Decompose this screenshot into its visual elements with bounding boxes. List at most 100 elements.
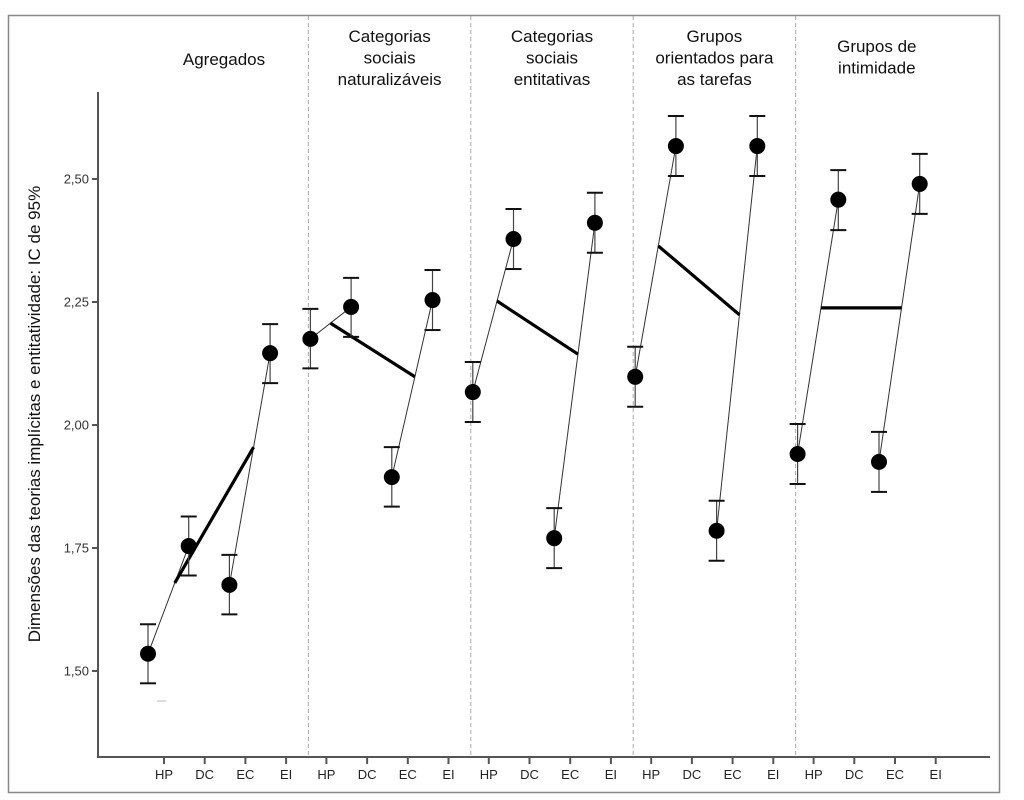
chart-frame	[7, 14, 1001, 794]
data-point-hp	[302, 307, 319, 370]
x-tick-label-ei: EI	[605, 767, 617, 782]
mean-marker	[302, 330, 319, 347]
panel-title: Agregados	[183, 50, 265, 69]
panel-title-line: sociais	[526, 49, 578, 68]
y-tick-label: 2,25	[64, 295, 89, 310]
x-axis: HP DC EC EI HP DC EC EI HP DC EC EI HP DC EC EI HP DC EC EI	[97, 756, 990, 782]
x-tick-label-ec: EC	[886, 767, 904, 782]
mean-marker	[789, 446, 806, 463]
data-point-dc	[830, 169, 847, 232]
x-tick-label-ei: EI	[930, 767, 942, 782]
x-tick-label-ei: EI	[442, 767, 454, 782]
mean-marker	[546, 530, 563, 547]
panel-title-line: Grupos	[687, 27, 743, 46]
panel-title-line: intimidade	[838, 59, 916, 78]
x-tick-label-ec: EC	[399, 767, 417, 782]
data-point-dc	[505, 208, 522, 271]
y-tick-label: 1,75	[64, 541, 89, 556]
x-tick-label-dc: DC	[520, 767, 539, 782]
panel-title: Categorias sociais entitativas	[511, 27, 593, 89]
data-point-hp	[140, 623, 156, 685]
connector-line-hp-dc	[472, 238, 514, 393]
panel-title-line: entitativas	[514, 70, 591, 89]
x-tick-label-hp: HP	[642, 767, 660, 782]
data-point-ec	[221, 553, 238, 616]
mean-marker	[262, 345, 279, 362]
panel-title: Categorias sociais naturalizáveis	[338, 27, 442, 89]
data-point-ei	[586, 191, 603, 254]
data-point-ei	[911, 152, 928, 215]
connector-line-hp-dc	[634, 145, 677, 377]
x-tick-label-ei: EI	[767, 767, 779, 782]
y-tick-label: 2,00	[64, 418, 89, 433]
mean-marker	[383, 469, 400, 486]
x-tick-label-hp: HP	[155, 767, 173, 782]
x-tick-label-ec: EC	[724, 767, 742, 782]
interaction-line	[496, 299, 579, 356]
mean-marker	[140, 645, 156, 662]
connector-line-ec-ei	[228, 353, 271, 585]
connector-line-hp-dc	[147, 545, 190, 654]
data-point-dc	[343, 276, 360, 338]
y-tick-label: 1,50	[64, 664, 89, 679]
mean-marker	[505, 231, 522, 248]
data-point-hp	[464, 361, 481, 424]
data-point-hp	[627, 345, 644, 408]
connector-line-ec-ei	[553, 222, 596, 539]
panel-title-line: sociais	[364, 49, 416, 68]
panel-title-line: Grupos de	[837, 37, 916, 56]
series-layer	[140, 115, 928, 685]
mean-marker	[627, 368, 644, 385]
x-tick-label-dc: DC	[358, 767, 377, 782]
connector-line-ec-ei	[716, 145, 758, 531]
mean-marker	[749, 138, 766, 155]
panel-title: Grupos orientados para as tarefas	[655, 27, 774, 89]
mean-marker	[586, 214, 603, 231]
panel-title-line: naturalizáveis	[338, 70, 442, 89]
x-tick-label-dc: DC	[845, 767, 864, 782]
mean-marker	[424, 292, 441, 309]
connector-line-hp-dc	[797, 199, 839, 455]
data-point-ec	[383, 446, 400, 508]
panel-title-line: Agregados	[183, 50, 265, 69]
data-point-ei	[749, 115, 766, 178]
data-point-ei	[262, 323, 279, 385]
panel-title-line: as tarefas	[677, 70, 752, 89]
x-tick-label-ec: EC	[236, 767, 254, 782]
y-axis-label: Dimensões das teorias implícitas e entit…	[25, 186, 44, 642]
y-tick-label: 2,50	[64, 172, 89, 187]
x-tick-label-dc: DC	[683, 767, 702, 782]
mean-marker	[708, 522, 725, 539]
interaction-line	[173, 446, 255, 584]
data-point-dc	[667, 115, 684, 178]
data-point-ec	[871, 430, 887, 493]
x-tick-label-hp: HP	[317, 767, 335, 782]
panel-title-line: Categorias	[511, 27, 593, 46]
mean-marker	[343, 298, 360, 315]
x-tick-label-dc: DC	[195, 767, 214, 782]
x-tick-label-ec: EC	[561, 767, 579, 782]
data-point-dc	[180, 515, 197, 577]
mean-marker	[911, 175, 928, 192]
panel-dividers	[307, 16, 797, 757]
data-point-ec	[546, 507, 563, 570]
interaction-line	[329, 321, 416, 379]
x-tick-label-hp: HP	[805, 767, 823, 782]
mean-marker	[180, 538, 197, 555]
x-tick-label-hp: HP	[480, 767, 498, 782]
data-point-ei	[424, 269, 441, 332]
panel-title-line: Categorias	[348, 27, 430, 46]
mean-marker	[667, 138, 684, 155]
mean-marker	[464, 384, 481, 401]
panel-title: Grupos de intimidade	[837, 37, 916, 78]
mean-marker	[221, 576, 238, 593]
x-tick-label-ei: EI	[280, 767, 292, 782]
connector-line-ec-ei	[878, 183, 921, 462]
interaction-line	[657, 244, 741, 317]
panel-titles: Agregados Categorias sociais naturalizáveis…	[183, 27, 917, 89]
mean-marker	[871, 453, 887, 470]
mean-marker	[830, 191, 847, 208]
data-point-hp	[789, 423, 806, 486]
data-point-ec	[708, 499, 725, 562]
